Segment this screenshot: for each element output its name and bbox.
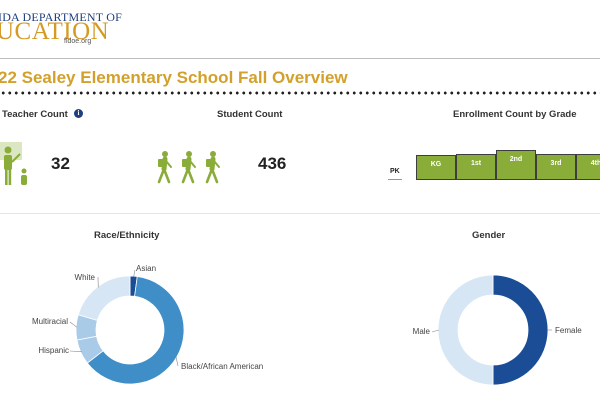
leader-line-black-african-american: [175, 356, 179, 367]
walking-student-figure-2: [181, 151, 196, 184]
teacher-count-value: 32: [51, 154, 70, 173]
slice-black-african-american[interactable]: [86, 276, 185, 385]
logo-department-text: IDA DEPARTMENT OF: [0, 10, 123, 24]
student-count-value: 436: [258, 154, 287, 173]
leader-line-male: [431, 329, 440, 333]
bar-3rd[interactable]: 3rd: [536, 154, 576, 180]
race-ethnicity-donut-chart: Asian Black/African American Hispanic Multi…: [32, 264, 263, 385]
slice-white[interactable]: [77, 275, 131, 321]
enrollment-chart-title: Enrollment Count by Grade: [453, 109, 577, 120]
gender-chart-title: Gender: [472, 230, 506, 241]
slice-label-hispanic: Hispanic: [38, 346, 69, 355]
logo-url[interactable]: fldoe.org: [64, 38, 92, 45]
bar-4th[interactable]: 4th: [576, 154, 600, 180]
leader-line-multiracial: [69, 321, 78, 328]
bar-2nd[interactable]: 2nd: [496, 150, 536, 180]
teacher-count-label: Teacher Count: [2, 109, 68, 120]
page-title: 22 Sealey Elementary School Fall Overvie…: [0, 68, 348, 87]
enrollment-bar-chart: PK KG 1st 2nd 3rd 4th: [380, 120, 600, 192]
bar-kg[interactable]: KG: [416, 155, 456, 180]
header-divider: [0, 58, 600, 59]
dotted-divider: [0, 91, 600, 95]
slice-label-male: Male: [413, 327, 431, 336]
bar-label-kg: KG: [430, 161, 442, 168]
bar-label-3rd: 3rd: [550, 160, 562, 167]
slice-label-white: White: [75, 273, 96, 282]
info-icon[interactable]: i: [74, 109, 83, 118]
teacher-student-icon: [0, 142, 27, 185]
walking-student-figure-1: [157, 151, 172, 184]
walking-students-icon: [157, 151, 220, 184]
leader-line-hispanic: [69, 350, 82, 353]
slice-label-asian: Asian: [136, 264, 156, 273]
student-count-label: Student Count: [217, 109, 283, 120]
slice-label-female: Female: [555, 326, 582, 335]
bar-pk[interactable]: [388, 179, 402, 180]
slice-label-multiracial: Multiracial: [32, 317, 68, 326]
bar-1st[interactable]: 1st: [456, 154, 496, 180]
gender-donut-chart: Female Male: [413, 274, 582, 386]
slice-label-black-african-american: Black/African American: [181, 362, 263, 371]
bar-label-4th: 4th: [590, 160, 600, 167]
bar-label-pk: PK: [390, 168, 400, 175]
logo-education-text: UCATION: [0, 18, 110, 45]
bar-label-1st: 1st: [470, 160, 482, 167]
section-divider: [0, 213, 600, 214]
race-chart-title: Race/Ethnicity: [94, 230, 160, 241]
slice-male[interactable]: [437, 274, 494, 386]
walking-student-figure-3: [205, 151, 220, 184]
bar-label-2nd: 2nd: [509, 156, 523, 163]
slice-female[interactable]: [492, 274, 549, 386]
leader-line-asian: [133, 269, 136, 278]
